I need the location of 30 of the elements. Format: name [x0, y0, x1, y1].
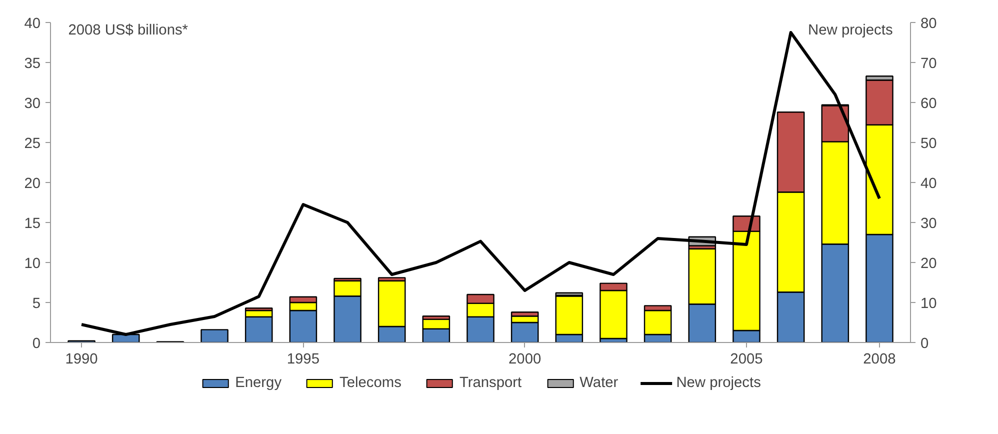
y-tick-label: 0: [32, 336, 41, 352]
y2-axis-title: New projects: [808, 22, 893, 38]
y-tick-label: 15: [24, 216, 41, 232]
y2-tick-label: 60: [920, 96, 937, 112]
y2-tick-label: 20: [920, 256, 937, 272]
y2-tick-label: 50: [920, 136, 937, 152]
y-tick-label: 30: [24, 96, 41, 112]
x-tick-label: 2005: [730, 352, 763, 368]
legend-label: Transport: [459, 375, 522, 391]
y2-tick-label: 10: [920, 296, 937, 312]
legend-label: Water: [580, 375, 618, 391]
x-tick-label: 2000: [508, 352, 542, 368]
y2-tick-label: 40: [920, 176, 937, 192]
y-tick-label: 25: [24, 136, 41, 152]
y2-tick-label: 80: [920, 16, 937, 32]
legend-label: Telecoms: [340, 375, 402, 391]
y2-tick-label: 30: [920, 216, 937, 232]
x-tick-label: 1990: [65, 352, 98, 368]
legend-label: Energy: [235, 375, 282, 391]
y2-tick-label: 0: [920, 336, 929, 352]
y-tick-label: 20: [24, 176, 41, 192]
x-tick-label: 1995: [286, 352, 320, 368]
y-tick-label: 10: [24, 256, 41, 272]
y-tick-label: 5: [32, 296, 41, 312]
y-tick-label: 35: [24, 56, 41, 72]
y-tick-label: 40: [24, 16, 41, 32]
x-tick-label: 2008: [863, 352, 896, 368]
y2-tick-label: 70: [920, 56, 937, 72]
legend-label: New projects: [676, 375, 761, 391]
y-axis-title: 2008 US$ billions*: [68, 22, 188, 38]
